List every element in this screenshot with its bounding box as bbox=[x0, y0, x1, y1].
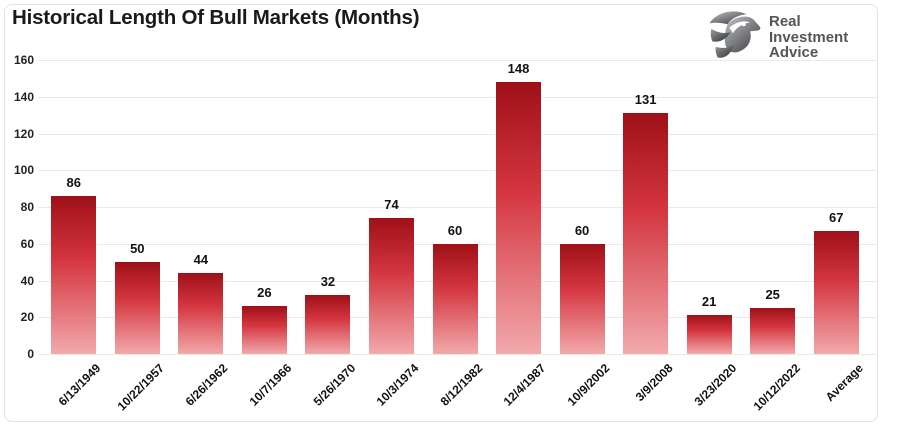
bar-value-label: 74 bbox=[384, 197, 399, 213]
eagle-icon bbox=[704, 8, 762, 67]
x-tick-label-text: 5/26/1970 bbox=[310, 361, 358, 409]
brand-name: Real Investment Advice bbox=[769, 14, 848, 61]
bar-value-label: 67 bbox=[828, 209, 844, 225]
brand-line-2: Investment bbox=[769, 28, 849, 46]
brand-logo: Real Investment Advice bbox=[704, 8, 848, 67]
bar-value-label: 21 bbox=[701, 294, 717, 310]
gridline bbox=[38, 133, 878, 135]
x-tick-label-text: 8/12/1982 bbox=[437, 361, 485, 409]
brand-line-1: Real bbox=[769, 13, 801, 31]
bar-value-label: 60 bbox=[574, 222, 590, 238]
chart-title: Historical Length Of Bull Markets (Month… bbox=[12, 6, 420, 29]
y-tick-label: 120 bbox=[13, 126, 34, 141]
x-tick-label-text: 6/13/1949 bbox=[56, 361, 104, 409]
brand-line-3: Advice bbox=[769, 44, 819, 62]
bar-value-label: 86 bbox=[66, 174, 81, 190]
gridline bbox=[38, 60, 878, 61]
x-tick-label-text: 10/9/2002 bbox=[564, 361, 612, 409]
gridline bbox=[38, 354, 878, 355]
bar bbox=[496, 82, 542, 354]
y-tick-label: 40 bbox=[20, 273, 34, 288]
x-tick-label-text: 3/9/2008 bbox=[632, 361, 676, 404]
y-tick-label: 160 bbox=[13, 53, 34, 67]
y-tick-label: 20 bbox=[20, 310, 34, 325]
y-tick-label: 80 bbox=[20, 200, 34, 214]
y-tick-label: 100 bbox=[13, 163, 34, 178]
bar-value-label: 32 bbox=[320, 274, 336, 290]
x-tick-label-text: 10/12/2022 bbox=[750, 361, 803, 414]
y-tick-label: 0 bbox=[27, 347, 34, 361]
x-tick-label-text: 10/3/1974 bbox=[373, 361, 422, 409]
gridline bbox=[38, 170, 878, 172]
y-tick-label: 60 bbox=[20, 236, 34, 251]
x-tick-label-text: 10/7/1966 bbox=[246, 361, 295, 409]
bar-value-label: 26 bbox=[257, 285, 272, 301]
bar-value-label: 60 bbox=[447, 222, 463, 238]
bar-value-label: 148 bbox=[507, 61, 530, 77]
bar bbox=[114, 262, 160, 354]
bar bbox=[241, 306, 287, 354]
bar-value-label: 44 bbox=[193, 252, 209, 268]
bar bbox=[686, 315, 732, 354]
bar-value-label: 131 bbox=[634, 92, 657, 108]
bar bbox=[432, 243, 478, 354]
bar bbox=[51, 195, 97, 354]
x-tick-label-text: Average bbox=[823, 361, 867, 405]
bar-value-label: 25 bbox=[765, 287, 780, 303]
bar bbox=[750, 308, 796, 354]
y-tick-label: 140 bbox=[13, 89, 34, 104]
x-tick-label-text: 10/22/1957 bbox=[114, 361, 168, 414]
bar bbox=[813, 230, 859, 354]
bar bbox=[178, 273, 224, 354]
x-tick-label-text: 3/23/2020 bbox=[691, 361, 740, 409]
gridline bbox=[38, 207, 878, 208]
x-tick-label-text: 12/4/1987 bbox=[500, 361, 549, 409]
bar bbox=[623, 113, 669, 354]
bar bbox=[368, 218, 414, 354]
bar-value-label: 50 bbox=[130, 241, 145, 257]
gridline bbox=[38, 96, 878, 98]
bar bbox=[559, 243, 605, 354]
x-tick-label-text: 6/26/1962 bbox=[183, 361, 231, 409]
bar bbox=[305, 295, 351, 354]
